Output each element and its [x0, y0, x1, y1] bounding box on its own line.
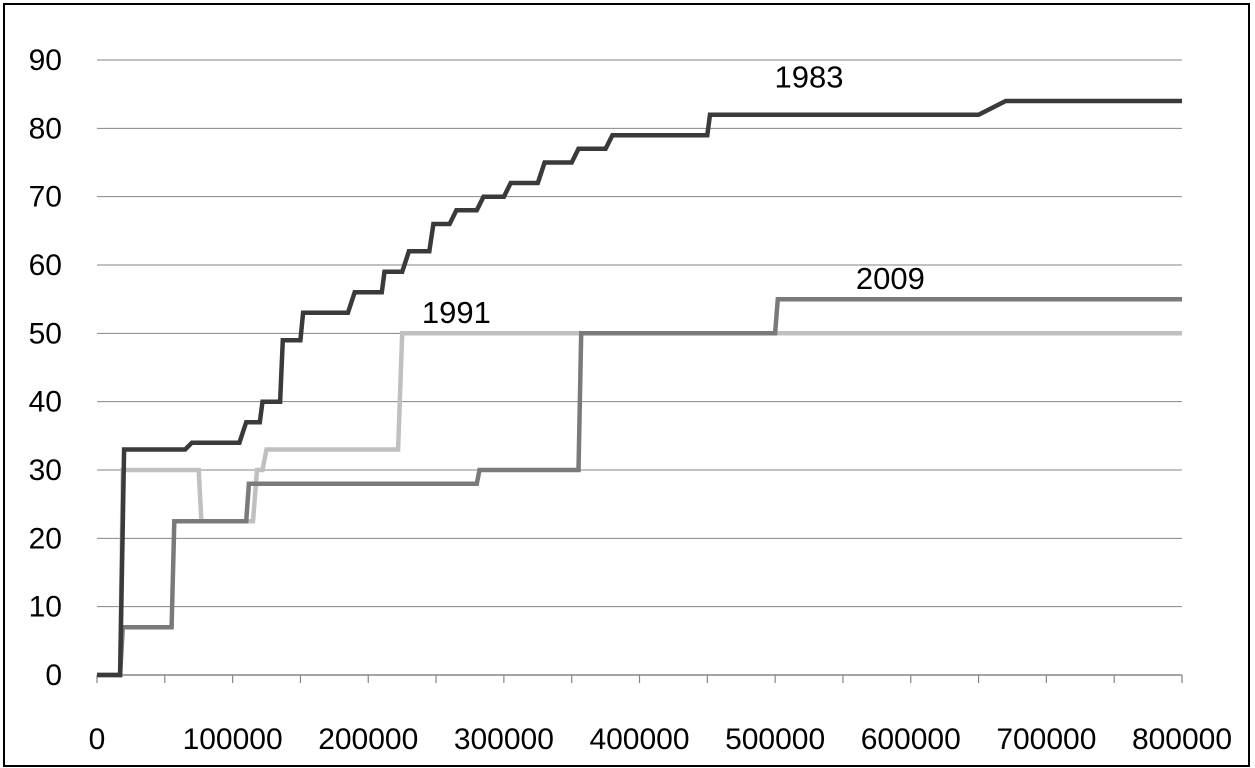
series-label-2009: 2009	[856, 261, 925, 296]
x-tick-label-0: 0	[89, 723, 106, 756]
series-label-1983: 1983	[775, 59, 844, 94]
x-tick-label-200000: 200000	[318, 723, 418, 756]
series-line-2009	[97, 296, 1182, 678]
x-tick-label-400000: 400000	[589, 723, 689, 756]
x-tick-label-500000: 500000	[725, 723, 825, 756]
y-tick-label-50: 50	[29, 317, 62, 350]
y-tick-label-0: 0	[45, 659, 62, 692]
series-line-1991	[97, 331, 1182, 678]
y-tick-label-40: 40	[29, 386, 62, 419]
y-tick-label-80: 80	[29, 112, 62, 145]
series-line-1983	[97, 98, 1182, 678]
y-tick-label-70: 70	[29, 181, 62, 214]
x-tick-label-600000: 600000	[861, 723, 961, 756]
y-tick-label-60: 60	[29, 249, 62, 282]
y-tick-label-30: 30	[29, 454, 62, 487]
x-tick-label-700000: 700000	[996, 723, 1096, 756]
x-tick-label-800000: 800000	[1132, 723, 1232, 756]
x-tick-label-100000: 100000	[183, 723, 283, 756]
y-tick-label-10: 10	[29, 591, 62, 624]
series-label-1991: 1991	[422, 295, 491, 330]
y-tick-label-90: 90	[29, 44, 62, 77]
chart-frame	[3, 3, 1250, 767]
y-tick-label-20: 20	[29, 522, 62, 555]
x-tick-label-300000: 300000	[454, 723, 554, 756]
